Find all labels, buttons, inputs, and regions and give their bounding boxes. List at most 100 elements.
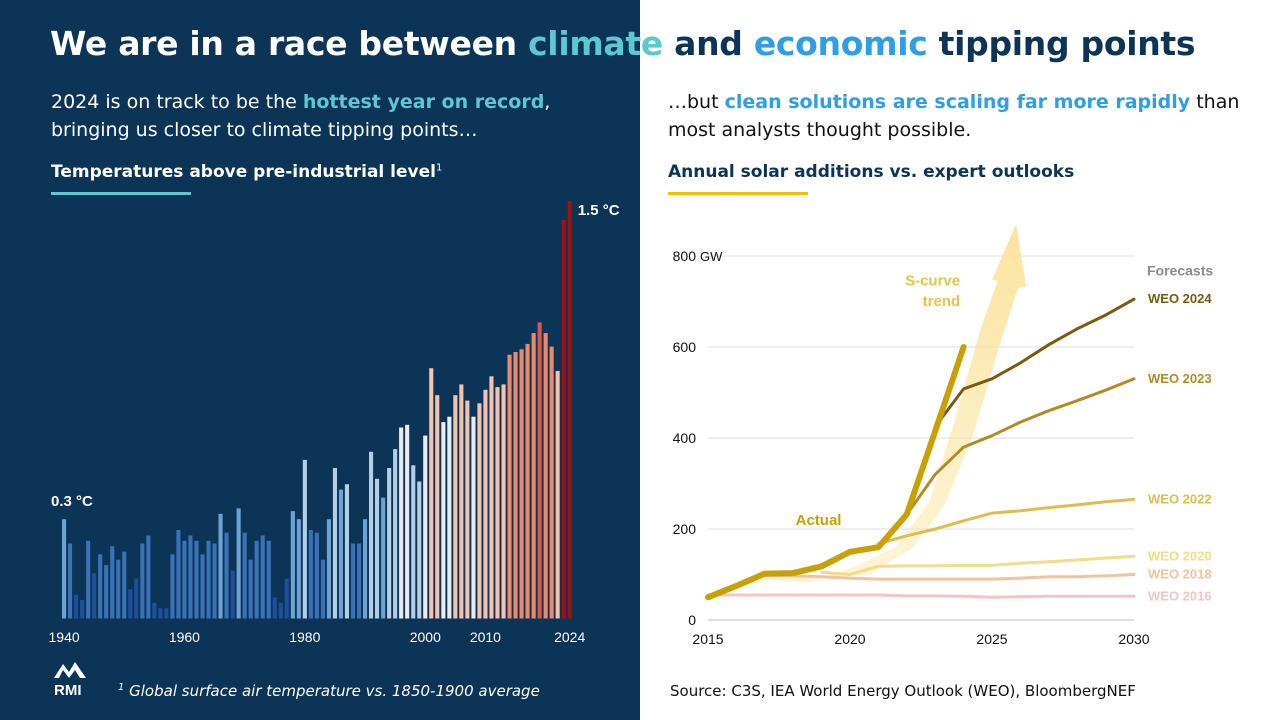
bar-1958: [170, 554, 175, 619]
bar-1952: [134, 578, 139, 619]
bar-1975: [272, 597, 277, 619]
bar-2001: [429, 368, 434, 619]
bar-2022: [555, 370, 560, 619]
annotation-actual: Actual: [796, 512, 842, 529]
x-tick-2024: 2024: [554, 629, 585, 645]
bar-1980: [302, 459, 307, 619]
x-tick-2030: 2030: [1118, 631, 1149, 647]
bar-1996: [399, 427, 404, 619]
legend-weo-2020: WEO 2020: [1148, 548, 1212, 563]
bar-2018: [531, 333, 536, 619]
solar-chart-heading: Annual solar additions vs. expert outloo…: [668, 162, 1075, 182]
series-weo-2020: [820, 554, 1136, 576]
bar-1968: [230, 570, 235, 619]
bar-1951: [128, 589, 133, 619]
x-tick-2015: 2015: [692, 631, 723, 647]
bar-2011: [489, 376, 494, 619]
bar-1990: [363, 519, 368, 619]
bar-1986: [338, 489, 343, 619]
y-tick-800: 800: [673, 248, 697, 264]
bar-1955: [152, 602, 157, 619]
legend-title: Forecasts: [1147, 263, 1213, 279]
series-actual: [705, 344, 967, 601]
bar-2007: [465, 400, 470, 619]
bar-2016: [519, 349, 524, 619]
x-tick-1940: 1940: [49, 629, 80, 645]
bar-1956: [158, 608, 163, 619]
x-tick-1980: 1980: [289, 629, 320, 645]
s-curve-trend-arrow: [713, 224, 1027, 596]
annotation-start: 0.3 °C: [51, 493, 93, 510]
bar-1966: [218, 513, 223, 619]
title-part1: We are in a race between: [50, 24, 529, 63]
bar-1940: [62, 519, 67, 619]
bar-1957: [164, 608, 169, 619]
bar-1994: [387, 468, 392, 619]
annotation-end: 1.5 °C: [578, 202, 620, 219]
bar-1974: [266, 540, 271, 619]
bar-1999: [417, 481, 422, 619]
bar-1950: [122, 551, 127, 619]
page-title: We are in a race between climate and eco…: [50, 24, 1196, 63]
legend-weo-2018: WEO 2018: [1148, 567, 1212, 582]
series-weo-2022: [876, 497, 1136, 546]
legend-weo-2023: WEO 2023: [1148, 371, 1212, 386]
bar-1953: [140, 543, 145, 619]
bar-1961: [188, 535, 193, 619]
bar-1979: [296, 519, 301, 619]
bar-1962: [194, 540, 199, 619]
bar-1944: [86, 540, 91, 619]
bar-1992: [375, 478, 380, 619]
annotation-trend-line1: S-curve: [905, 273, 960, 290]
bar-1970: [242, 532, 247, 619]
bar-1964: [206, 540, 211, 619]
title-part3: tipping points: [927, 24, 1196, 63]
left-subtitle-highlight: hottest year on record: [302, 91, 545, 113]
x-tick-1960: 1960: [169, 629, 200, 645]
bar-2024: [567, 201, 572, 619]
bar-1941: [68, 543, 73, 619]
legend-weo-2022: WEO 2022: [1148, 491, 1212, 506]
bar-1948: [110, 546, 115, 619]
right-subtitle-highlight: clean solutions are scaling far more rap…: [724, 91, 1191, 113]
bar-2010: [483, 389, 488, 619]
bar-1978: [290, 511, 295, 619]
temperature-bar-chart: 1940 1960 1980 2000 2010 2024 0.3 °C 1.5 °C: [49, 201, 620, 645]
bar-1989: [357, 543, 362, 619]
bar-2012: [495, 387, 500, 619]
bar-2013: [501, 384, 506, 619]
bar-2019: [537, 322, 542, 619]
y-tick-200: 200: [673, 521, 697, 537]
x-tick-2010: 2010: [470, 629, 501, 645]
right-subtitle-pre: …but: [668, 91, 725, 113]
y-tick-400: 400: [673, 430, 697, 446]
rmi-logo-icon: RMI: [54, 662, 86, 696]
bar-1945: [92, 573, 97, 619]
bar-1981: [308, 530, 313, 619]
title-economic: economic: [753, 24, 928, 63]
source-note: Source: C3S, IEA World Energy Outlook (W…: [670, 682, 1136, 700]
series-weo-2018: [763, 573, 1136, 581]
bar-1954: [146, 535, 151, 619]
bar-2017: [525, 343, 530, 619]
bar-2015: [513, 352, 518, 619]
bar-1965: [212, 543, 217, 619]
bar-2014: [507, 354, 512, 619]
bar-1988: [351, 543, 356, 619]
bar-1963: [200, 554, 205, 619]
title-climate: climate: [528, 24, 663, 63]
bar-1973: [260, 535, 265, 619]
x-tick-2020: 2020: [834, 631, 865, 647]
bar-2009: [477, 403, 482, 619]
series-weo-2023: [905, 377, 1136, 516]
bar-1976: [278, 602, 283, 619]
bar-2006: [459, 384, 464, 619]
bar-1982: [314, 532, 319, 619]
annotation-trend-line2: trend: [923, 293, 961, 310]
bar-1977: [284, 578, 289, 619]
title-part2: and: [662, 24, 754, 63]
bar-1942: [74, 594, 79, 619]
y-tick-600: 600: [673, 339, 697, 355]
legend-weo-2016: WEO 2016: [1148, 588, 1212, 603]
bar-2020: [543, 333, 548, 619]
